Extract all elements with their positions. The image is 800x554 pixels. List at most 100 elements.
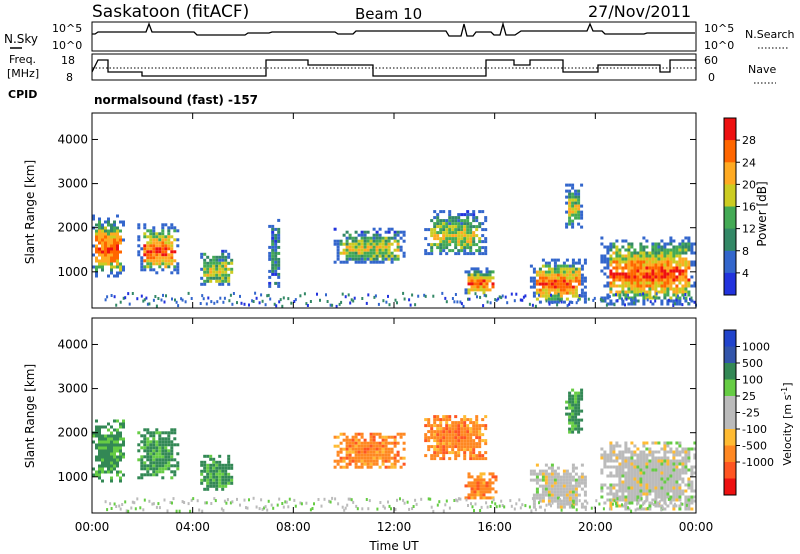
- echo-cell: [660, 459, 664, 463]
- echo-cell: [399, 435, 403, 439]
- echo-cell: [648, 492, 652, 496]
- echo-cell: [173, 268, 177, 272]
- echo-cell: [627, 257, 631, 261]
- echo-cell: [119, 238, 122, 242]
- echo-cell: [467, 496, 471, 500]
- echo-cell: [657, 290, 661, 294]
- echo-cell: [538, 291, 542, 295]
- echo-cell: [137, 449, 141, 453]
- ground-scatter-cell: [240, 301, 243, 305]
- echo-cell: [553, 499, 557, 503]
- echo-cell: [473, 478, 477, 482]
- echo-cell: [466, 216, 470, 220]
- echo-cell: [541, 276, 545, 280]
- echo-cell: [482, 288, 486, 292]
- echo-cell: [672, 504, 676, 508]
- echo-cell: [580, 276, 584, 280]
- echo-cell: [648, 483, 652, 487]
- echo-cell: [535, 297, 539, 301]
- echo-cell: [663, 290, 667, 294]
- echo-cell: [170, 226, 174, 230]
- echo-cell: [101, 235, 104, 239]
- echo-cell: [603, 483, 607, 487]
- echo-cell: [402, 239, 406, 243]
- echo-cell: [427, 436, 431, 440]
- echo-cell: [375, 236, 379, 240]
- echo-cell: [433, 430, 437, 434]
- echo-cell: [633, 263, 637, 267]
- echo-cell: [684, 453, 688, 457]
- echo-cell: [271, 236, 275, 240]
- echo-cell: [651, 272, 655, 276]
- echo-cell: [445, 240, 449, 244]
- echo-cell: [381, 447, 385, 451]
- echo-cell: [472, 234, 476, 238]
- echo-cell: [532, 267, 536, 271]
- echo-cell: [571, 490, 575, 494]
- ground-scatter-cell: [328, 499, 331, 503]
- echo-cell: [577, 267, 581, 271]
- echo-cell: [559, 276, 563, 280]
- echo-cell: [675, 462, 679, 466]
- echo-cell: [642, 456, 646, 460]
- echo-cell: [152, 253, 156, 257]
- echo-cell: [618, 260, 622, 264]
- echo-cell: [268, 269, 272, 273]
- echo-cell: [571, 222, 575, 226]
- echo-cell: [681, 465, 685, 469]
- ground-scatter-cell: [406, 500, 409, 504]
- echo-cell: [645, 489, 649, 493]
- echo-cell: [684, 456, 688, 460]
- echo-cell: [568, 198, 572, 202]
- ground-scatter-cell: [630, 298, 633, 301]
- echo-cell: [369, 450, 373, 454]
- echo-cell: [651, 254, 655, 258]
- ground-scatter-cell: [216, 300, 219, 304]
- echo-cell: [571, 403, 575, 407]
- echo-cell: [110, 449, 113, 453]
- echo-cell: [463, 454, 467, 458]
- echo-cell: [342, 251, 346, 255]
- echo-cell: [568, 192, 572, 196]
- echo-cell: [693, 456, 697, 460]
- echo-cell: [672, 471, 676, 475]
- echo-cell: [143, 268, 147, 272]
- echo-cell: [227, 466, 231, 470]
- echo-cell: [663, 269, 667, 273]
- echo-cell: [442, 418, 446, 422]
- echo-cell: [627, 495, 631, 499]
- echo-cell: [472, 213, 476, 217]
- echo-cell: [436, 219, 440, 223]
- echo-cell: [466, 231, 470, 235]
- echo-cell: [155, 473, 159, 477]
- ground-scatter-cell: [319, 298, 321, 302]
- echo-cell: [648, 453, 652, 457]
- echo-cell: [642, 254, 646, 258]
- echo-cell: [547, 300, 551, 304]
- echo-cell: [152, 449, 156, 453]
- echo-cell: [472, 243, 476, 247]
- echo-cell: [478, 210, 482, 214]
- echo-cell: [104, 256, 107, 260]
- echo-cell: [642, 263, 646, 267]
- echo-cell: [574, 397, 578, 401]
- ground-scatter-cell: [272, 506, 275, 510]
- echo-cell: [206, 472, 210, 476]
- nave-label: Nave: [748, 63, 776, 76]
- ground-scatter-cell: [390, 507, 392, 511]
- echo-cell: [690, 501, 694, 505]
- echo-cell: [143, 235, 147, 239]
- echo-cell: [372, 444, 376, 448]
- echo-cell: [354, 450, 358, 454]
- echo-cell: [488, 273, 492, 277]
- power-ylabel: Slant Range [km]: [23, 160, 37, 264]
- echo-cell: [621, 474, 625, 478]
- colorbar-swatch: [724, 118, 736, 141]
- echo-cell: [577, 216, 581, 220]
- echo-cell: [454, 415, 458, 419]
- ground-scatter-cell: [640, 497, 643, 501]
- echo-cell: [636, 290, 640, 294]
- echo-cell: [271, 242, 275, 246]
- echo-cell: [648, 504, 652, 508]
- echo-cell: [681, 468, 685, 472]
